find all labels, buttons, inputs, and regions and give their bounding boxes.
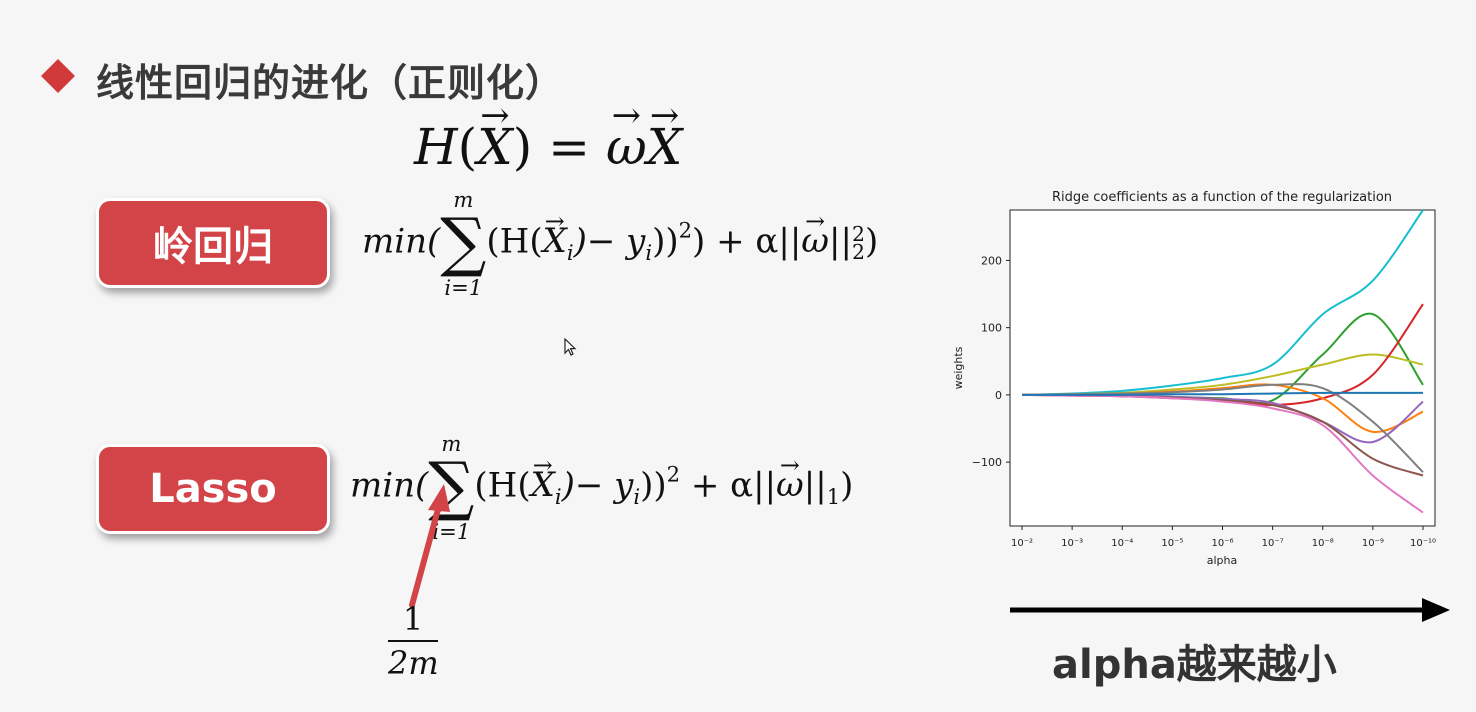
plot-area [1009,209,1436,527]
x-tick-label: 10⁻⁷ [1262,538,1284,549]
vector-omega: ω [606,118,647,176]
vector-x: X [477,118,513,176]
direction-arrow [1010,598,1450,622]
chart-series [1021,209,1424,514]
series-line-s10 [1022,391,1423,396]
x-tick-label: 10⁻⁹ [1362,538,1384,549]
x-tick-label: 10⁻¹⁰ [1410,538,1436,549]
ridge-badge-label: 岭回归 [153,224,273,270]
x-tick-label: 10⁻⁴ [1111,538,1133,549]
series-line-s1 [1021,209,1424,396]
x-tick-label: 10⁻⁶ [1211,538,1233,549]
y-tick-label: 200 [981,254,1002,267]
x-tick-label: 10⁻⁵ [1161,538,1183,549]
lasso-badge: Lasso [96,444,330,534]
x-tick-label: 10⁻² [1011,538,1033,549]
fraction-numerator: 1 [402,600,424,638]
x-tick-labels: 10⁻² 10⁻³ 10⁻⁴ 10⁻⁵ 10⁻⁶ 10⁻⁷ 10⁻⁸ 10⁻⁹ 10⁻¹⁰ [1011,538,1436,549]
bullet-diamond-icon [41,59,75,93]
ridge-min: min( [362,221,441,262]
alpha-caption: alpha越来越小 [1052,642,1337,688]
ridge-coefficient-chart: Ridge coefficients as a function of the … [948,180,1448,580]
ridge-badge: 岭回归 [96,198,330,288]
hypothesis-formula: H(X) = ωX [414,118,682,176]
fraction-denominator: 2m [388,644,439,682]
mouse-cursor-icon [564,338,577,356]
y-tick-label: 0 [995,389,1002,402]
equals-sign: = [548,118,591,176]
annotation-arrow [409,484,450,608]
x-tick-label: 10⁻³ [1061,538,1083,549]
chart-title: Ridge coefficients as a function of the … [1052,190,1392,205]
lasso-badge-label: Lasso [149,466,277,512]
hypothesis-fn: H [414,118,458,176]
lasso-min: min( [350,465,429,506]
fraction-bar [388,640,438,642]
ridge-sum: m ∑ i=1 [440,187,487,300]
y-tick-labels: 200 100 0 −100 [972,254,1002,469]
lasso-formula: min(m∑i=1(H(Xi)− yi))2 + α||ω||1) [350,432,853,543]
x-axis-label: alpha [1207,554,1238,567]
chart-svg: Ridge coefficients as a function of the … [952,190,1436,567]
y-axis-label: weights [952,346,965,389]
vector-x-2: X [647,118,683,176]
fraction-annotation: 1 2m [388,600,439,682]
ridge-formula: min(m∑i=1(H(Xi)− yi))2) + α||ω||22) [362,188,878,299]
x-tick-label: 10⁻⁸ [1312,538,1334,549]
y-tick-label: 100 [981,322,1002,335]
y-tick-label: −100 [972,456,1002,469]
chart-ticks [1006,259,1424,530]
